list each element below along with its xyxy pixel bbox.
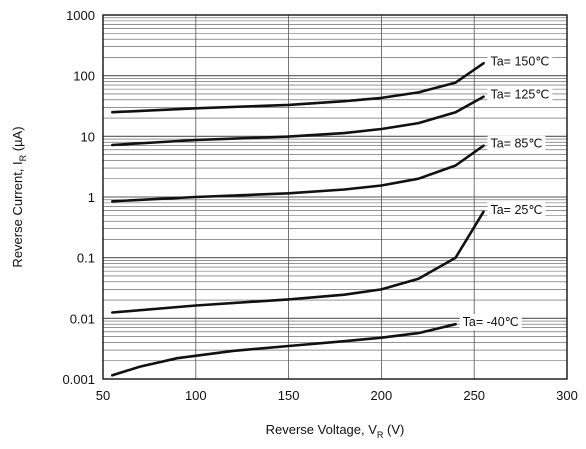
x-tick-label: 100 bbox=[185, 388, 207, 403]
series-line-0 bbox=[111, 62, 485, 114]
y-tick-label: 1000 bbox=[66, 8, 95, 23]
x-tick-label: 150 bbox=[278, 388, 300, 403]
y-tick-label: 100 bbox=[73, 69, 95, 84]
series-line-1 bbox=[111, 95, 485, 147]
x-axis-title-subscript: R bbox=[377, 430, 384, 440]
y-tick-label: 0.001 bbox=[62, 372, 95, 387]
y-tick-label: 10 bbox=[81, 129, 95, 144]
x-tick-label: 200 bbox=[371, 388, 393, 403]
curve-label-background bbox=[459, 314, 522, 331]
series-line-3 bbox=[111, 210, 485, 314]
x-axis-title-unit: (V) bbox=[383, 422, 404, 437]
x-tick-label: 300 bbox=[556, 388, 578, 403]
x-tick-label: 250 bbox=[463, 388, 485, 403]
y-axis-title-subscript: R bbox=[18, 154, 28, 161]
series-lines bbox=[111, 62, 485, 377]
y-tick-label: 0.01 bbox=[70, 311, 95, 326]
x-tick-labels: 50 100 150 200 250 300 bbox=[96, 388, 578, 403]
y-tick-label: 1 bbox=[88, 190, 95, 205]
y-axis-title-main: Reverse Current, I bbox=[10, 161, 25, 267]
curve-label-background bbox=[487, 201, 546, 218]
y-tick-labels: 1000 100 10 1 0.1 0.01 0.001 bbox=[62, 8, 95, 387]
curve-label-1: Ta= 125℃ bbox=[490, 88, 549, 102]
x-axis-title: Reverse Voltage, VR (V) bbox=[266, 422, 405, 440]
curve-label-2: Ta= 85℃ bbox=[490, 137, 542, 151]
series-line-4 bbox=[111, 322, 457, 377]
x-tick-label: 50 bbox=[96, 388, 110, 403]
curve-label-4: Ta= -40℃ bbox=[463, 315, 519, 329]
y-tick-label: 0.1 bbox=[77, 251, 95, 266]
series-line-2 bbox=[111, 144, 485, 203]
plot-frame bbox=[102, 14, 568, 380]
x-axis-title-main: Reverse Voltage, V bbox=[266, 422, 378, 437]
curve-label-background bbox=[487, 53, 553, 70]
curve-label-background bbox=[487, 86, 553, 103]
y-axis-title-unit: (µA) bbox=[10, 126, 25, 154]
curve-label-3: Ta= 25℃ bbox=[490, 203, 542, 217]
y-axis-title: Reverse Current, IR (µA) bbox=[10, 126, 28, 267]
curve-label-background bbox=[487, 135, 546, 152]
curve-label-0: Ta= 150℃ bbox=[490, 54, 549, 68]
curve-labels: Ta= 150℃ Ta= 125℃ Ta= 85℃ Ta= 25℃ Ta= -40℃ bbox=[459, 53, 553, 331]
